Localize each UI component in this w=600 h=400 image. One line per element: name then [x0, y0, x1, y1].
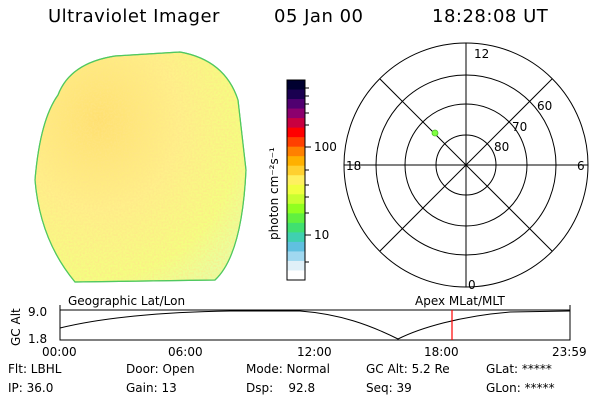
colorbar-band	[287, 118, 305, 129]
timeline-tick-0000: 00:00	[42, 345, 77, 359]
timeline-y-top: 9.0	[28, 305, 47, 319]
altitude-timeline	[59, 305, 571, 341]
colorbar-band	[287, 175, 305, 186]
status-door: Door: Open	[126, 362, 195, 376]
status-ip: IP: 36.0	[8, 381, 54, 395]
colorbar-unit-label: photon cm⁻²s⁻¹	[267, 147, 281, 240]
colorbar-band	[287, 251, 305, 262]
timeline-tick-1800: 18:00	[424, 345, 459, 359]
timeline-y-bottom: 1.8	[28, 332, 47, 346]
status-glat: GLat: *****	[486, 362, 552, 376]
colorbar-frame	[286, 79, 306, 281]
colorbar-band	[287, 165, 305, 176]
observation-date: 05 Jan 00	[274, 6, 364, 27]
intensity-colorbar	[287, 80, 305, 281]
status-filter: Flt: LBHL	[8, 362, 62, 376]
colorbar-band	[287, 203, 305, 214]
colorbar-band	[287, 127, 305, 138]
colorbar-band	[287, 146, 305, 157]
timeline-tick-2359: 23:59	[552, 345, 587, 359]
colorbar-band	[287, 99, 305, 110]
satellite-position-marker	[431, 129, 439, 137]
colorbar-band	[287, 108, 305, 119]
status-mode: Mode: Normal	[246, 362, 330, 376]
status-dsp: Dsp: 92.8	[246, 381, 316, 395]
colorbar-band	[287, 232, 305, 243]
colorbar-band	[287, 184, 305, 195]
timeline-y-label: GC Alt	[9, 308, 23, 346]
colorbar-band	[287, 213, 305, 224]
polar-ring-70: 70	[512, 120, 527, 134]
timeline-tick-0600: 06:00	[168, 345, 203, 359]
colorbar-band	[287, 89, 305, 100]
uv-earth-image	[34, 51, 247, 283]
polar-ring-60: 60	[537, 99, 552, 113]
timeline-tick-1200: 12:00	[297, 345, 332, 359]
colorbar-tick-10: 10	[314, 228, 329, 242]
colorbar-band	[287, 241, 305, 253]
polar-label-12: 12	[474, 47, 489, 61]
timeline-left-caption: Geographic Lat/Lon	[68, 294, 185, 308]
colorbar-band	[287, 156, 305, 167]
polar-plot	[343, 42, 589, 288]
colorbar-band	[287, 137, 305, 148]
status-gain: Gain: 13	[126, 381, 177, 395]
polar-label-18: 18	[346, 159, 361, 173]
polar-ring-80: 80	[494, 140, 509, 154]
timeline-right-caption: Apex MLat/MLT	[415, 294, 505, 308]
status-seq: Seq: 39	[366, 381, 412, 395]
polar-label-0: 0	[468, 278, 476, 292]
status-gc-alt: GC Alt: 5.2 Re	[366, 362, 450, 376]
observation-time: 18:28:08 UT	[432, 6, 549, 27]
colorbar-band	[287, 80, 305, 91]
status-glon: GLon: *****	[486, 381, 555, 395]
colorbar-tick-100: 100	[314, 140, 337, 154]
colorbar-band	[287, 194, 305, 205]
colorbar-band	[287, 260, 305, 272]
instrument-title: Ultraviolet Imager	[48, 6, 220, 27]
colorbar-band	[287, 222, 305, 233]
colorbar-band	[287, 270, 305, 281]
polar-label-6: 6	[577, 159, 585, 173]
colorbar-ticks	[305, 87, 311, 263]
